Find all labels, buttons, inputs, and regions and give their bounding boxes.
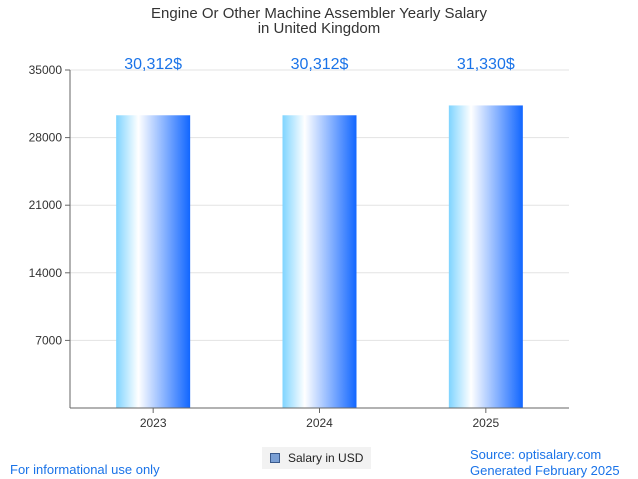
chart-legend[interactable]: Salary in USD [262,447,372,469]
chart-title-line-1: Engine Or Other Machine Assembler Yearly… [151,5,487,22]
bar-2024[interactable] [282,115,357,409]
bars [116,105,523,409]
legend-label: Salary in USD [288,451,364,465]
y-tick-label: 28000 [29,131,63,145]
bar-value-label-2025: 31,330$ [457,56,515,73]
y-tick-label: 7000 [35,333,62,347]
bar-value-label-2023: 30,312$ [124,56,182,73]
bar-2025[interactable] [448,105,523,408]
chart-title-line-2: in United Kingdom [258,20,381,37]
disclaimer-text: For informational use only [10,462,160,477]
generated-date: Generated February 2025 [470,463,620,478]
y-tick-label: 35000 [29,63,63,77]
y-tick-label: 14000 [29,266,63,280]
y-tick-label: 21000 [29,198,63,212]
x-tick-label-2024: 2024 [306,416,333,430]
bar-value-label-2024: 30,312$ [291,56,349,73]
legend-swatch [270,453,280,463]
x-tick-label-2023: 2023 [140,416,167,430]
axis-labels: 7000 14000 21000 28000 35000 30,312$ 2023 30,31… [29,56,515,430]
bar-2023[interactable] [116,115,191,409]
source-credit: Source: optisalary.com Generated Februar… [470,447,620,479]
x-tick-label-2025: 2025 [472,416,499,430]
source-text: Source: optisalary.com [470,447,602,462]
